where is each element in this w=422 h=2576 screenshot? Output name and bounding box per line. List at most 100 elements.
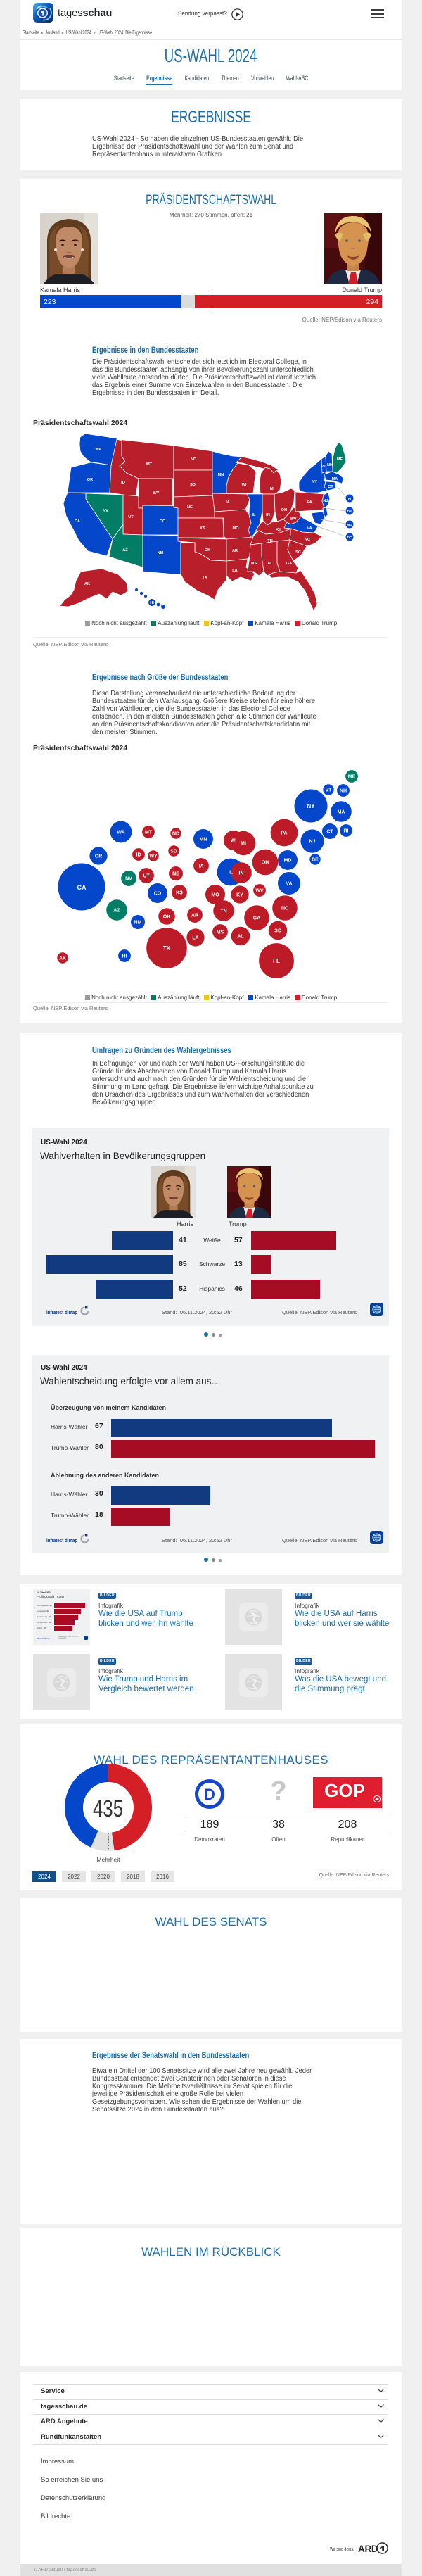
svg-text:UT: UT [143,874,150,879]
svg-text:LA: LA [192,936,198,941]
svg-text:KS: KS [200,526,205,531]
svg-text:HI: HI [150,601,154,605]
svg-text:NY: NY [307,803,315,809]
svg-text:OR: OR [95,854,103,859]
svg-text:KS: KS [176,891,183,896]
svg-text:AL: AL [267,562,273,566]
svg-text:AZ: AZ [122,548,128,553]
svg-text:IA: IA [199,864,204,869]
svg-text:NC: NC [281,907,288,911]
svg-text:VA: VA [286,882,292,887]
svg-text:NV: NV [125,877,132,882]
svg-text:AK: AK [84,582,90,586]
svg-text:MA: MA [338,810,345,815]
svg-text:ND: ND [172,832,179,837]
svg-text:NH: NH [327,463,333,467]
svg-text:VT: VT [321,465,326,469]
svg-text:MI: MI [241,842,246,847]
svg-text:KY: KY [236,893,243,898]
svg-text:NH: NH [340,789,347,794]
svg-text:NC: NC [305,538,310,542]
svg-text:CO: CO [154,892,162,897]
svg-text:FL: FL [305,596,310,600]
svg-text:MO: MO [211,893,219,898]
svg-text:AR: AR [191,914,198,918]
svg-text:WA: WA [117,831,124,835]
svg-text:MO: MO [232,526,239,531]
svg-text:TN: TN [220,909,226,914]
svg-text:NE: NE [172,872,179,877]
svg-text:OR: OR [87,478,93,482]
svg-text:NM: NM [134,921,142,926]
svg-text:MD: MD [347,523,352,526]
svg-text:WA: WA [95,448,101,452]
svg-text:MI: MI [270,487,275,491]
svg-text:MT: MT [145,831,153,835]
svg-text:ME: ME [348,775,356,780]
svg-text:MA: MA [332,477,338,481]
svg-text:IL: IL [229,871,234,876]
svg-text:ME: ME [337,457,343,462]
svg-text:NJ: NJ [323,499,328,503]
svg-text:PA: PA [307,500,312,505]
svg-text:GA: GA [253,916,261,921]
svg-text:D: D [204,1786,215,1803]
svg-text:IN: IN [266,513,270,517]
svg-text:ND: ND [191,457,196,462]
svg-text:TN: TN [267,539,272,543]
svg-text:ID: ID [136,853,141,858]
svg-text:WI: WI [231,839,237,844]
svg-text:RI: RI [348,497,352,500]
svg-text:TX: TX [202,576,207,580]
svg-text:CT: CT [328,485,333,489]
svg-text:OH: OH [281,508,287,512]
svg-text:KY: KY [276,528,281,532]
svg-text:IA: IA [226,500,230,505]
svg-text:DC: DC [347,536,352,539]
svg-text:RI: RI [344,829,349,834]
svg-text:AK: AK [59,956,66,961]
svg-text:TX: TX [163,945,171,952]
svg-text:IL: IL [252,513,257,517]
svg-text:LA: LA [232,569,237,573]
svg-text:NM: NM [158,551,164,555]
svg-text:CA: CA [77,884,87,891]
svg-text:NY: NY [312,480,317,484]
svg-text:PA: PA [281,831,287,836]
svg-text:ID: ID [121,481,125,485]
svg-text:SC: SC [295,550,301,555]
svg-text:IN: IN [239,871,244,876]
svg-text:NJ: NJ [309,840,316,845]
svg-text:NE: NE [187,505,193,510]
svg-text:MT: MT [146,462,153,467]
svg-text:WV: WV [290,517,296,522]
svg-text:CO: CO [160,519,166,524]
svg-text:MN: MN [218,473,224,477]
svg-text:OH: OH [262,861,269,866]
svg-text:VT: VT [326,788,333,793]
svg-text:MD: MD [284,859,292,864]
svg-text:DE: DE [312,858,319,863]
svg-text:CA: CA [75,519,80,524]
svg-text:WI: WI [242,483,247,487]
svg-text:SD: SD [190,483,196,487]
svg-text:FL: FL [273,958,280,964]
svg-text:HI: HI [122,954,127,959]
svg-text:OK: OK [163,915,171,920]
svg-text:VA: VA [307,526,312,531]
svg-text:WY: WY [149,854,158,859]
svg-text:AZ: AZ [113,909,120,914]
svg-text:NV: NV [103,509,108,513]
svg-text:AL: AL [237,935,244,940]
svg-text:SD: SD [170,850,177,854]
svg-text:SC: SC [274,929,281,934]
svg-text:CT: CT [326,830,333,835]
svg-text:DE: DE [347,510,352,513]
svg-text:MS: MS [251,562,257,566]
svg-text:WV: WV [255,889,264,894]
svg-text:OK: OK [205,548,210,553]
svg-text:WY: WY [153,491,159,495]
svg-text:GA: GA [286,562,292,566]
svg-text:UT: UT [128,515,134,519]
svg-text:MN: MN [200,838,207,842]
